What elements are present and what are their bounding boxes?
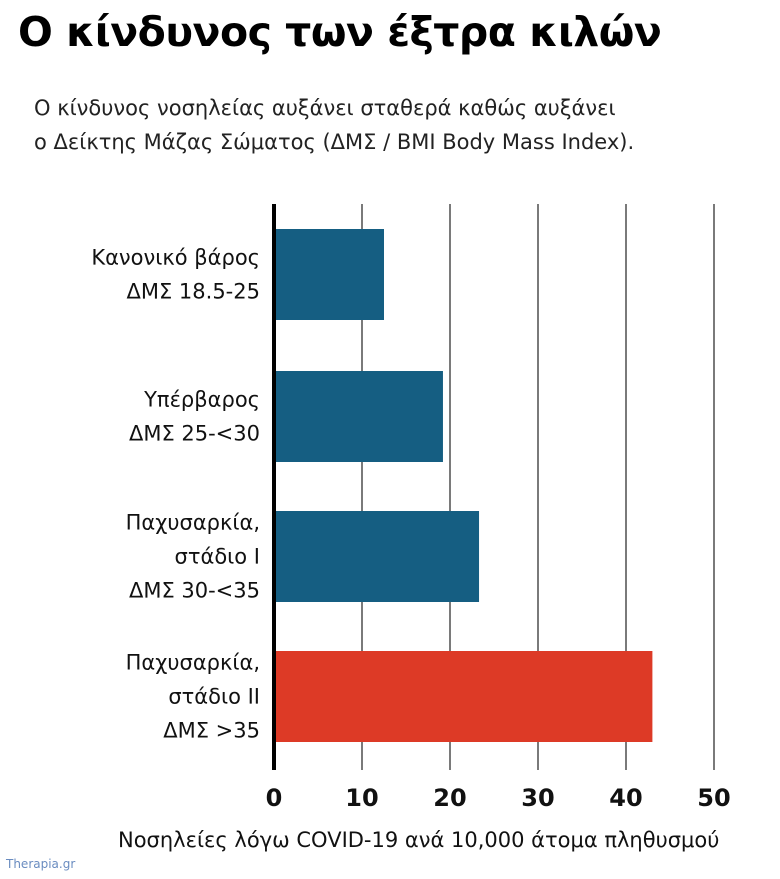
category-label-2-0: Παχυσαρκία, — [126, 511, 260, 535]
bar-2 — [274, 511, 480, 602]
category-labels: Κανονικό βάρος ΔΜΣ 18.5-25 Υπέρβαρος ΔΜΣ 25… — [91, 246, 260, 743]
category-label-0-0: Κανονικό βάρος — [91, 246, 260, 270]
x-tick-label-30: 30 — [521, 784, 554, 812]
subtitle-line-1: Ο κίνδυνος νοσηλείας αυξάνει σταθερά καθ… — [34, 96, 616, 120]
category-label-2-1: στάδιο Ι — [175, 545, 260, 569]
category-label-2-2: ΔΜΣ 30-<35 — [129, 579, 260, 603]
watermark: Therapia.gr — [6, 857, 76, 871]
category-label-1-0: Υπέρβαρος — [143, 388, 260, 412]
x-tick-label-50: 50 — [697, 784, 730, 812]
category-label-3-2: ΔΜΣ >35 — [163, 719, 260, 743]
x-tick-label-0: 0 — [266, 784, 283, 812]
subtitle: Ο κίνδυνος νοσηλείας αυξάνει σταθερά καθ… — [34, 91, 774, 159]
x-axis-label: Νοσηλείες λόγω COVID-19 ανά 10,000 άτομα… — [118, 828, 720, 852]
x-tick-label-20: 20 — [433, 784, 466, 812]
bar-3 — [274, 651, 653, 742]
category-label-0-1: ΔΜΣ 18.5-25 — [127, 280, 261, 304]
bar-1 — [274, 371, 443, 462]
x-tick-label-10: 10 — [345, 784, 378, 812]
category-label-3-1: στάδιο ΙΙ — [168, 685, 260, 709]
page-title: Ο κίνδυνος των έξτρα κιλών — [18, 8, 662, 56]
x-tick-label-40: 40 — [609, 784, 642, 812]
bars — [274, 229, 653, 742]
bar-0 — [274, 229, 384, 320]
category-label-3-0: Παχυσαρκία, — [126, 651, 260, 675]
category-label-1-1: ΔΜΣ 25-<30 — [129, 422, 260, 446]
tick-labels: 0 10 20 30 40 50 — [266, 784, 731, 812]
subtitle-line-2: ο Δείκτης Μάζας Σώματος (ΔΜΣ / BMI Body … — [34, 130, 635, 154]
